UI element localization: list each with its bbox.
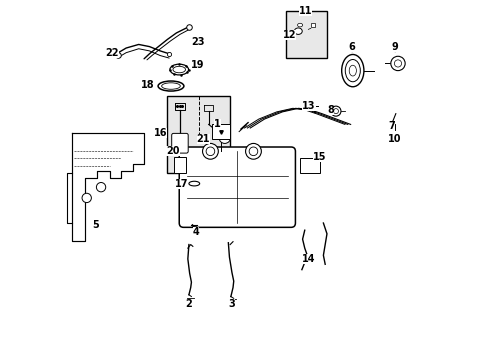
Circle shape [206,147,214,156]
Text: 23: 23 [191,37,204,47]
Text: 1: 1 [214,120,221,129]
Text: 20: 20 [166,146,179,156]
Circle shape [245,143,261,159]
Text: 21: 21 [196,134,209,144]
Bar [310,23,314,27]
Circle shape [330,106,340,116]
Text: 22: 22 [105,48,118,58]
Text: 12: 12 [282,30,295,40]
Text: 13: 13 [302,102,315,112]
Circle shape [82,193,91,203]
Circle shape [249,147,257,156]
Ellipse shape [158,81,183,91]
Text: 18: 18 [141,80,154,90]
Ellipse shape [341,54,363,87]
Ellipse shape [297,23,302,27]
Text: 3: 3 [228,299,235,309]
Circle shape [96,183,105,192]
Text: 6: 6 [348,42,355,52]
Text: 5: 5 [92,220,99,230]
Bar [174,157,185,173]
Text: 14: 14 [302,254,315,264]
Bar [300,158,319,173]
Circle shape [333,109,338,114]
Circle shape [219,132,230,143]
Bar [167,96,230,173]
Text: 15: 15 [312,152,326,162]
Bar [212,125,230,139]
Ellipse shape [294,28,302,35]
FancyBboxPatch shape [179,147,295,227]
Text: 17: 17 [175,179,188,189]
Text: 10: 10 [387,134,401,144]
Text: 16: 16 [153,129,166,138]
Text: 11: 11 [298,6,311,16]
Ellipse shape [162,83,180,89]
Ellipse shape [348,65,356,76]
Text: 19: 19 [191,59,204,69]
Circle shape [202,143,218,159]
Text: 2: 2 [185,299,192,309]
Ellipse shape [169,64,188,75]
Text: 7: 7 [387,121,394,131]
Ellipse shape [345,59,360,82]
Text: 9: 9 [391,42,398,52]
FancyBboxPatch shape [171,134,188,153]
Bar [285,12,326,58]
Circle shape [390,56,405,71]
Text: 8: 8 [326,105,333,115]
Text: 4: 4 [192,227,199,237]
Circle shape [394,60,401,67]
Ellipse shape [188,181,199,186]
Ellipse shape [173,66,185,73]
